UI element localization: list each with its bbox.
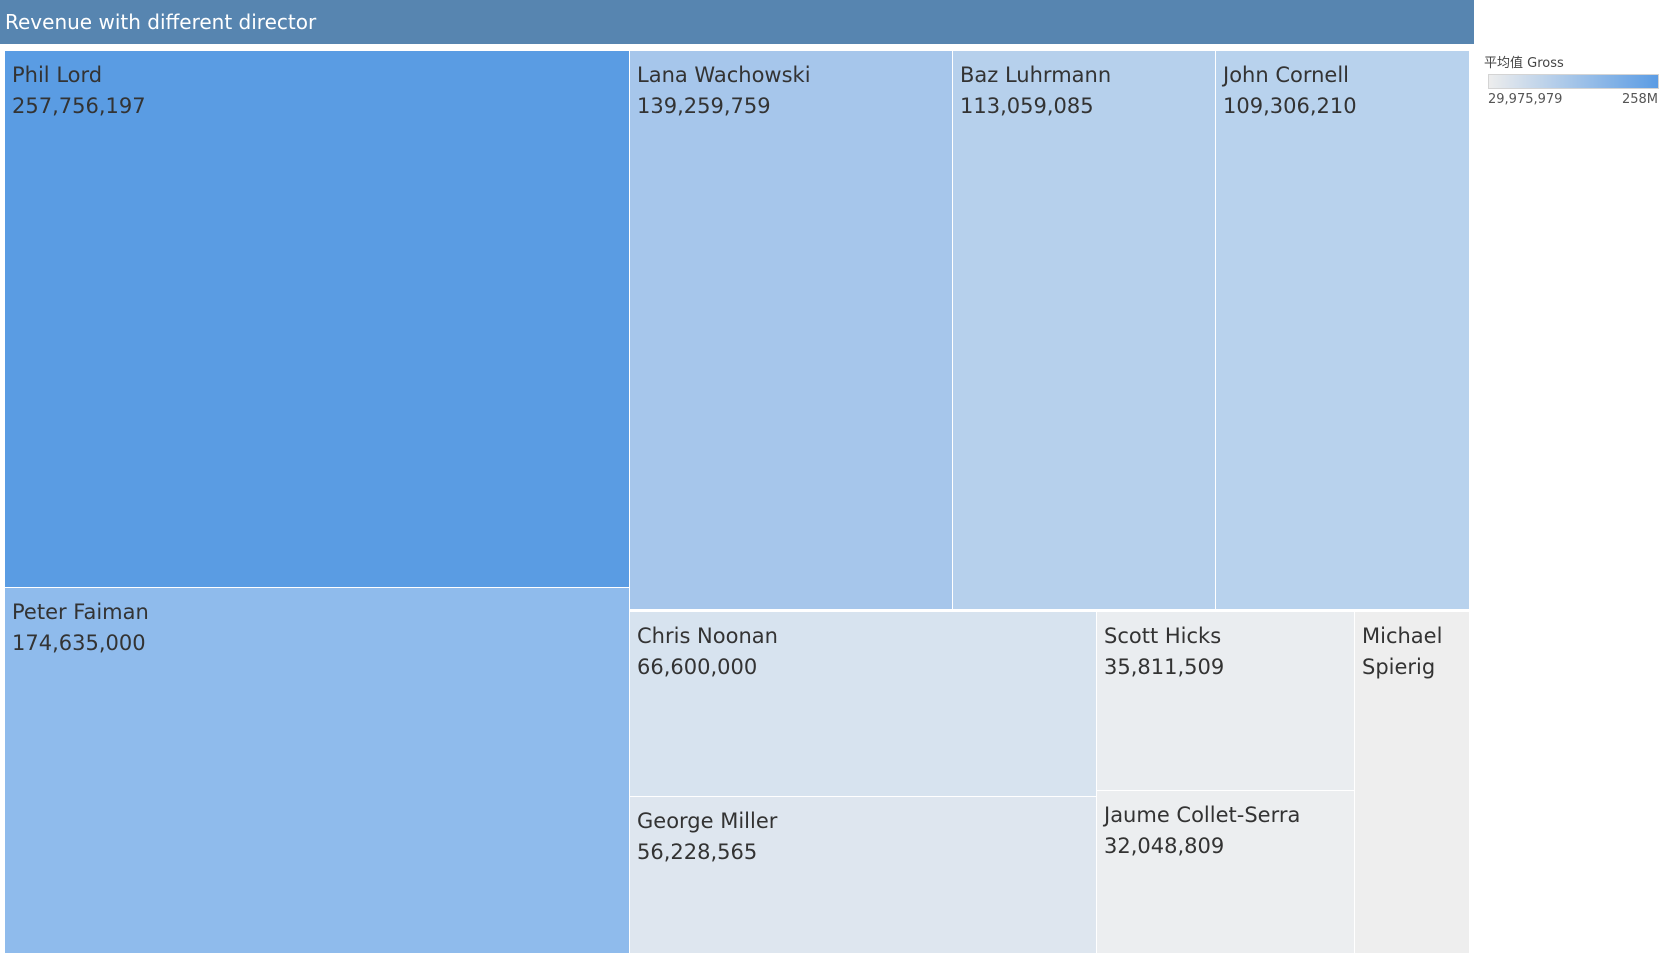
treemap-label: George Miller (637, 809, 778, 833)
treemap-label: Peter Faiman (12, 600, 149, 624)
treemap-label: Jaume Collet-Serra (1102, 803, 1300, 827)
treemap-cell-chris-noonan[interactable]: Chris Noonan 66,600,000 (630, 612, 1096, 796)
treemap-rect[interactable] (1097, 612, 1354, 790)
treemap-value-label: 109,306,210 (1223, 94, 1357, 118)
legend-color-ramp (1488, 74, 1659, 89)
treemap-rect[interactable] (1216, 51, 1469, 609)
legend-max-label: 258M (1621, 92, 1658, 107)
treemap-value-label: 66,600,000 (637, 655, 757, 679)
treemap-cell-scott-hicks[interactable]: Scott Hicks 35,811,509 (1097, 612, 1354, 790)
treemap-rect[interactable] (5, 51, 629, 587)
treemap-label: Baz Luhrmann (960, 63, 1111, 87)
treemap-label: Michael (1362, 624, 1442, 648)
treemap-cell-jaume-collet-serra[interactable]: Jaume Collet-Serra 32,048,809 (1097, 791, 1354, 953)
color-legend: 平均值 Gross 29,975,979 258M (1484, 50, 1660, 120)
treemap-cell-george-miller[interactable]: George Miller 56,228,565 (630, 797, 1096, 953)
treemap-label: Spierig (1362, 655, 1435, 679)
treemap-rect[interactable] (5, 588, 629, 953)
treemap-cell-peter-faiman[interactable]: Peter Faiman 174,635,000 (5, 588, 629, 953)
treemap-label: Scott Hicks (1104, 624, 1221, 648)
treemap-cell-phil-lord[interactable]: Phil Lord 257,756,197 (5, 51, 629, 587)
treemap-rect[interactable] (1097, 791, 1354, 953)
treemap-label: Phil Lord (12, 63, 102, 87)
treemap-cell-john-cornell[interactable]: John Cornell 109,306,210 (1216, 51, 1469, 609)
treemap-rect[interactable] (953, 51, 1215, 609)
treemap-value-label: 139,259,759 (637, 94, 771, 118)
legend-min-label: 29,975,979 (1488, 92, 1563, 107)
treemap-rect[interactable] (630, 612, 1096, 796)
treemap-value-label: 35,811,509 (1104, 655, 1224, 679)
treemap-label: Lana Wachowski (637, 63, 811, 87)
treemap-chart: Phil Lord 257,756,197 Peter Faiman 174,635,… (5, 51, 1469, 953)
legend-title: 平均值 Gross (1484, 56, 1564, 71)
chart-title: Revenue with different director (5, 10, 317, 34)
treemap-rect[interactable] (630, 51, 952, 609)
treemap-cell-lana-wachowski[interactable]: Lana Wachowski 139,259,759 (630, 51, 952, 609)
treemap-cell-baz-luhrmann[interactable]: Baz Luhrmann 113,059,085 (953, 51, 1215, 609)
treemap-value-label: 113,059,085 (960, 94, 1094, 118)
treemap-rect[interactable] (630, 797, 1096, 953)
treemap-rect[interactable] (1355, 612, 1469, 953)
treemap-label: Chris Noonan (637, 624, 778, 648)
title-bar: Revenue with different director (0, 0, 1474, 44)
treemap-value-label: 174,635,000 (12, 631, 146, 655)
treemap-cell-michael-spierig[interactable]: Michael Spierig (1355, 612, 1469, 953)
treemap-value-label: 56,228,565 (637, 840, 757, 864)
treemap-label: John Cornell (1221, 63, 1349, 87)
treemap-value-label: 32,048,809 (1104, 834, 1224, 858)
treemap-value-label: 257,756,197 (12, 94, 146, 118)
